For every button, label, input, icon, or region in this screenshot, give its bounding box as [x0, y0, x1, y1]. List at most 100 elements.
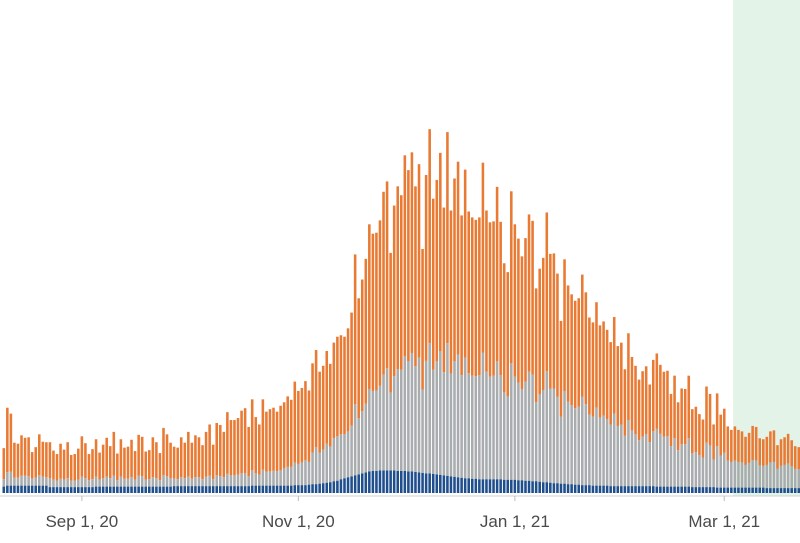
bar-segment-1 — [541, 389, 545, 483]
bar-segment-2 — [162, 427, 165, 476]
bar-segment-1 — [683, 444, 687, 487]
bar-segment-1 — [719, 455, 722, 488]
bar-segment-0 — [258, 485, 261, 493]
bar-segment-0 — [662, 486, 666, 493]
bar-segment-1 — [549, 388, 552, 483]
bar-segment-1 — [488, 376, 492, 480]
bar-segment-0 — [151, 486, 155, 493]
bar-segment-2 — [332, 342, 336, 439]
bar-segment-2 — [666, 370, 669, 437]
bar-segment-1 — [30, 478, 34, 486]
bar-segment-2 — [144, 451, 148, 480]
bar-segment-0 — [552, 483, 556, 493]
bar-segment-2 — [389, 252, 392, 393]
bar-segment-1 — [616, 425, 620, 487]
bar-segment-2 — [226, 412, 229, 474]
bar-segment-2 — [481, 162, 485, 353]
bar-segment-2 — [637, 379, 641, 441]
bar-segment-0 — [712, 487, 715, 493]
bar-segment-1 — [463, 357, 467, 479]
bar-segment-0 — [137, 486, 140, 493]
bar-segment-0 — [666, 486, 669, 493]
bar-segment-0 — [449, 476, 453, 493]
bar-segment-1 — [691, 453, 694, 488]
bar-segment-2 — [488, 222, 492, 377]
x-tick-label: Mar 1, 21 — [688, 512, 760, 531]
bar-segment-0 — [588, 485, 591, 493]
bar-segment-2 — [172, 446, 176, 479]
bar-segment-0 — [194, 486, 197, 493]
bar-segment-2 — [641, 371, 644, 437]
bar-segment-2 — [453, 178, 456, 362]
bar-segment-1 — [183, 478, 187, 487]
bar-segment-0 — [620, 486, 623, 493]
bar-segment-2 — [52, 450, 55, 480]
bar-segment-2 — [655, 353, 659, 429]
bar-segment-2 — [520, 256, 524, 389]
bar-segment-0 — [769, 488, 772, 493]
bar-segment-1 — [403, 355, 407, 471]
bar-segment-2 — [350, 312, 353, 426]
bar-segment-0 — [84, 487, 87, 493]
bar-segment-0 — [37, 485, 41, 493]
bar-segment-1 — [424, 360, 428, 474]
bar-segment-2 — [307, 390, 311, 462]
bar-segment-1 — [772, 461, 776, 489]
bar-segment-0 — [722, 487, 726, 493]
bar-segment-0 — [403, 470, 407, 493]
bar-segment-0 — [577, 484, 581, 493]
bar-segment-1 — [730, 461, 733, 488]
bar-segment-0 — [648, 486, 651, 493]
bar-segment-1 — [591, 416, 595, 486]
bar-segment-2 — [687, 375, 691, 439]
bar-segment-2 — [34, 447, 37, 478]
bar-segment-0 — [162, 486, 165, 493]
bar-segment-0 — [563, 483, 566, 493]
bar-segment-0 — [6, 485, 9, 493]
bar-segment-0 — [2, 486, 6, 493]
bar-segment-2 — [506, 272, 510, 397]
bar-segment-2 — [708, 393, 712, 446]
bar-segment-0 — [797, 488, 800, 493]
bar-segment-1 — [66, 478, 69, 488]
x-tick-label: Jan 1, 21 — [480, 512, 550, 531]
bar-segment-1 — [133, 479, 137, 487]
bar-segment-1 — [506, 396, 510, 480]
bar-segment-0 — [222, 486, 226, 493]
bar-segment-1 — [187, 476, 190, 487]
bar-segment-0 — [616, 486, 620, 493]
bar-segment-2 — [559, 320, 563, 417]
bar-segment-0 — [673, 486, 676, 493]
bar-segment-0 — [80, 487, 84, 493]
bar-segment-2 — [730, 429, 733, 462]
bar-segment-1 — [602, 415, 605, 486]
bar-segment-0 — [705, 487, 708, 493]
bar-segment-0 — [52, 487, 55, 493]
bar-segment-0 — [495, 479, 499, 493]
bar-segment-0 — [9, 485, 13, 493]
bar-segment-0 — [453, 476, 456, 493]
bar-segment-1 — [428, 343, 431, 474]
bar-segment-0 — [431, 473, 435, 493]
bar-segment-0 — [133, 486, 137, 493]
bar-segment-2 — [353, 254, 357, 405]
bar-segment-0 — [378, 470, 382, 493]
bar-segment-0 — [719, 487, 722, 493]
bar-segment-0 — [623, 486, 627, 493]
bar-segment-2 — [194, 435, 197, 478]
bar-segment-1 — [165, 476, 169, 487]
bar-segment-0 — [474, 478, 478, 493]
bar-segment-1 — [2, 479, 6, 487]
bar-segment-1 — [190, 478, 194, 487]
bar-segment-2 — [378, 220, 382, 386]
bar-segment-0 — [364, 472, 368, 493]
bar-segment-1 — [435, 361, 439, 475]
bar-segment-0 — [215, 486, 218, 493]
bar-segment-1 — [123, 478, 126, 487]
bar-segment-1 — [62, 479, 66, 488]
bar-segment-1 — [236, 474, 240, 487]
bar-segment-2 — [119, 439, 123, 477]
bar-segment-2 — [541, 257, 545, 390]
bar-segment-1 — [449, 373, 453, 477]
